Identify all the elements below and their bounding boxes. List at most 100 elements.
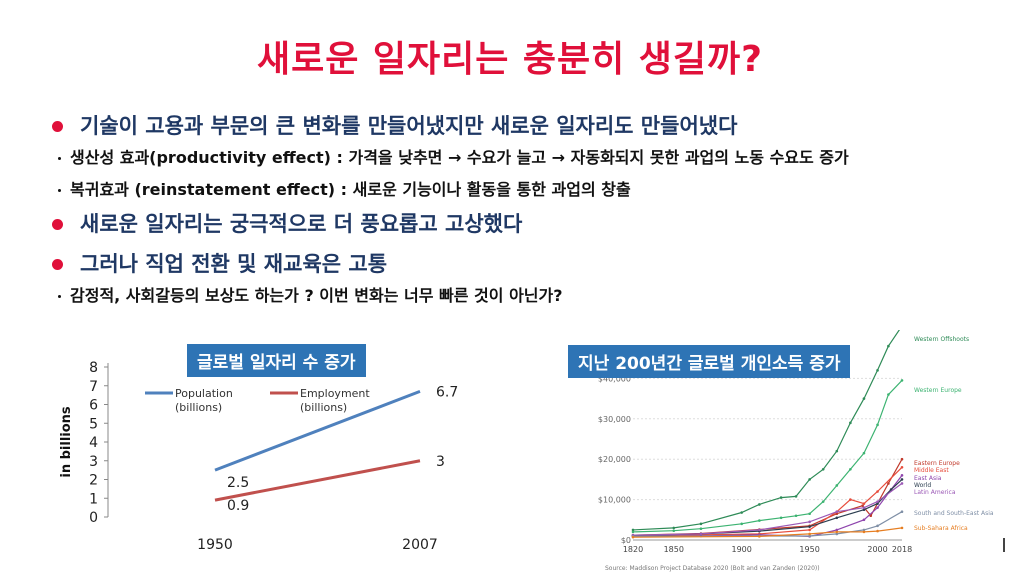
series-point — [631, 528, 635, 532]
series-point — [889, 488, 893, 491]
series-point — [862, 506, 866, 509]
series-line-6 — [632, 482, 903, 536]
y-tick-label: 0 — [89, 510, 98, 526]
series-point — [876, 490, 879, 493]
series-point — [862, 502, 866, 505]
bullet-3: 그러나 직업 전환 및 재교육은 고통 — [50, 250, 1010, 278]
series-point — [631, 535, 635, 539]
series-point — [887, 344, 890, 348]
source-note: Source: Maddison Project Database 2020 (… — [605, 565, 820, 572]
data-label-end: 3 — [436, 454, 445, 470]
series-point — [862, 530, 866, 534]
series-point — [900, 482, 904, 485]
series-point — [835, 510, 839, 514]
series-point — [631, 530, 635, 534]
series-point — [849, 421, 852, 425]
series-line-1 — [214, 459, 421, 502]
y-tick-label: 4 — [89, 435, 98, 451]
series-point — [900, 465, 904, 469]
legend-label: Population — [175, 387, 233, 400]
income-chart-label: 지난 200년간 글로벌 개인소득 증가 — [568, 345, 851, 378]
y-axis-label: in billions — [59, 406, 74, 478]
series-point — [808, 525, 811, 528]
series-point — [862, 451, 866, 455]
series-point — [887, 393, 890, 396]
series-point — [672, 529, 676, 533]
series-point — [835, 532, 839, 536]
series-end-label: Sub-Sahara Africa — [914, 525, 968, 532]
x-tick-label: 2000 — [867, 545, 887, 554]
series-point — [862, 518, 866, 522]
series-point — [900, 526, 904, 530]
legend-label: Employment — [300, 387, 370, 400]
y-tick-label: $30,000 — [598, 415, 631, 424]
series-end-label: Western Offshoots — [914, 336, 969, 343]
series-point — [900, 478, 904, 481]
x-tick-label: 1950 — [799, 545, 819, 554]
x-tick-label: 2007 — [402, 537, 438, 553]
series-point — [821, 468, 825, 471]
series-point — [900, 474, 904, 477]
sub-bullet-1-2: 복귀효과 (reinstatement effect) : 새로운 기능이나 활… — [50, 178, 1010, 202]
bullet-2: 새로운 일자리는 궁극적으로 더 풍요롭고 고상했다 — [50, 210, 1010, 238]
x-tick-label: 1820 — [623, 545, 643, 554]
series-point — [876, 423, 879, 427]
series-point — [900, 379, 904, 382]
series-point — [835, 512, 839, 516]
jobs-chart-label: 글로벌 일자리 수 증가 — [187, 344, 366, 377]
series-line-3 — [632, 466, 903, 537]
bullet-dot — [52, 259, 63, 270]
series-point — [876, 524, 879, 528]
series-point — [808, 478, 811, 481]
series-point — [758, 528, 761, 532]
x-tick-label: 2018 — [892, 545, 912, 554]
y-tick-label: $0 — [621, 536, 631, 545]
sub-bullet-dot — [58, 157, 61, 160]
series-point — [862, 397, 866, 400]
series-end-label: Latin America — [914, 489, 956, 496]
y-tick-label: 6 — [89, 398, 98, 414]
y-tick-label: $40,000 — [598, 374, 631, 383]
series-point — [758, 503, 761, 506]
series-end-label: Western Europe — [914, 387, 962, 394]
series-point — [849, 498, 852, 501]
y-tick-label: $20,000 — [598, 455, 631, 464]
series-point — [835, 528, 839, 532]
legend-label: (billions) — [300, 401, 347, 414]
series-point — [794, 495, 798, 498]
data-label-end: 6.7 — [436, 384, 458, 400]
legend-label: (billions) — [175, 401, 222, 414]
series-point — [808, 534, 811, 538]
sub-bullet-dot — [58, 295, 61, 298]
bullet-dot — [52, 121, 63, 132]
series-point — [794, 514, 798, 518]
bullet-1: 기술이 고용과 부문의 큰 변화를 만들어냈지만 새로운 일자리도 만들어냈다 — [50, 112, 1010, 140]
y-tick-label: 8 — [89, 360, 98, 376]
y-tick-label: 5 — [89, 416, 98, 432]
series-point — [835, 530, 839, 534]
y-tick-label: 1 — [89, 491, 98, 507]
series-point — [672, 526, 676, 530]
series-line-2 — [632, 458, 903, 536]
series-point — [876, 502, 879, 505]
series-point — [740, 522, 743, 526]
series-point — [900, 457, 904, 461]
series-point — [861, 504, 864, 507]
series-point — [808, 512, 811, 516]
series-end-label: East Asia — [914, 475, 942, 482]
series-end-label: World — [914, 482, 931, 489]
x-tick-label: 1850 — [664, 545, 684, 554]
series-point — [758, 519, 761, 522]
y-tick-label: 2 — [89, 473, 98, 489]
bullet-list: 기술이 고용과 부문의 큰 변화를 만들어냈지만 새로운 일자리도 만들어냈다 … — [50, 112, 1010, 316]
series-point — [821, 500, 825, 503]
slide-title: 새로운 일자리는 충분히 생길까? — [256, 39, 764, 80]
sub-bullet-dot — [58, 189, 61, 192]
x-tick-label: 1950 — [197, 537, 233, 553]
series-point — [808, 520, 811, 524]
slide-edge-mark — [1003, 538, 1005, 552]
series-point — [808, 528, 811, 532]
y-tick-label: $10,000 — [598, 496, 631, 505]
series-point — [699, 527, 703, 530]
sub-bullet-3-1: 감정적, 사회갈등의 보상도 하는가 ? 이번 변화는 너무 빠른 것이 아닌가… — [50, 284, 1010, 308]
